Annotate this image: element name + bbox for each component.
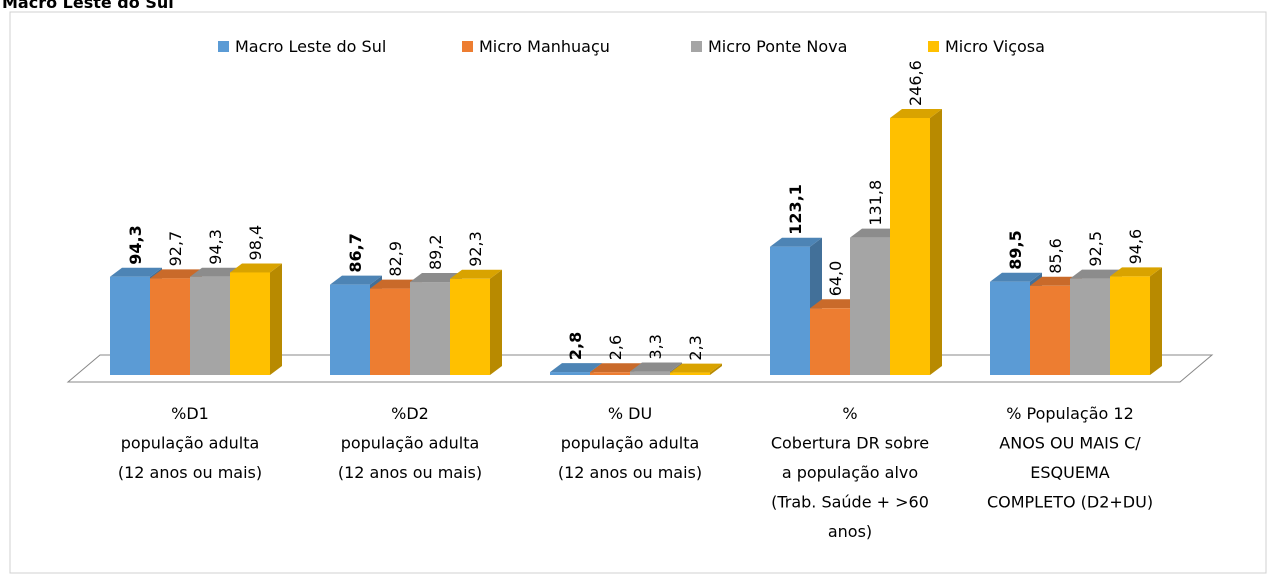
x-tick-label: (12 anos ou mais) xyxy=(118,463,262,482)
value-label: 2,6 xyxy=(606,335,625,360)
bar-side xyxy=(1150,267,1162,375)
bar-top xyxy=(1070,269,1122,279)
x-tick-label: (12 anos ou mais) xyxy=(558,463,702,482)
bar-front xyxy=(990,281,1030,375)
value-label: 98,4 xyxy=(246,225,265,261)
value-label: 246,6 xyxy=(906,60,925,106)
x-tick-label: a população alvo xyxy=(782,463,918,482)
bar-front xyxy=(670,372,710,375)
bar-top xyxy=(150,269,202,279)
x-tick-label: % DU xyxy=(608,404,652,423)
bar-top xyxy=(630,362,682,372)
bar-top xyxy=(670,363,722,373)
bar-top xyxy=(230,263,282,273)
bar-front xyxy=(590,372,630,375)
bar-front xyxy=(1070,278,1110,375)
value-label: 2,3 xyxy=(686,335,705,360)
x-tick-label: (Trab. Saúde + >60 xyxy=(771,493,929,512)
bar-front xyxy=(1110,276,1150,375)
bar-front xyxy=(630,371,670,375)
bar-front xyxy=(810,308,850,375)
bar-front xyxy=(890,118,930,375)
bar-top xyxy=(550,363,602,373)
value-label: 3,3 xyxy=(646,334,665,359)
value-label: 94,3 xyxy=(206,229,225,265)
bar xyxy=(1110,267,1162,375)
x-tick-label: ANOS OU MAIS C/ xyxy=(999,434,1141,453)
legend-label: Micro Viçosa xyxy=(945,37,1045,56)
bar-top xyxy=(990,272,1042,282)
x-tick-label: COMPLETO (D2+DU) xyxy=(987,493,1153,512)
bar-front xyxy=(850,237,890,375)
legend-swatch xyxy=(218,41,229,52)
bar xyxy=(230,263,282,375)
x-tick-label: população adulta xyxy=(341,434,480,453)
bar-top xyxy=(1110,267,1162,277)
value-label: 2,8 xyxy=(566,332,585,360)
value-label: 89,2 xyxy=(426,234,445,270)
x-tick-label: % xyxy=(842,404,857,423)
bar-front xyxy=(150,278,190,375)
value-label: 92,7 xyxy=(166,231,185,267)
bar-side xyxy=(270,263,282,375)
bar-front xyxy=(450,278,490,375)
bar-front xyxy=(110,276,150,375)
x-tick-label: anos) xyxy=(828,522,872,541)
bar-top xyxy=(410,273,462,283)
x-tick-label: %D2 xyxy=(391,404,429,423)
bar-front xyxy=(190,276,230,375)
bar-top xyxy=(890,109,942,118)
value-label: 94,3 xyxy=(126,225,145,264)
bar-top xyxy=(330,275,382,285)
x-tick-label: (12 anos ou mais) xyxy=(338,463,482,482)
bar-top xyxy=(810,299,862,309)
bar-top xyxy=(190,267,242,277)
bar-side xyxy=(490,269,502,375)
bar-side xyxy=(930,109,942,375)
bar xyxy=(450,269,502,375)
bar-top xyxy=(110,267,162,277)
value-label: 86,7 xyxy=(346,233,365,272)
value-label: 89,5 xyxy=(1006,230,1025,269)
legend-swatch xyxy=(691,41,702,52)
x-tick-label: população adulta xyxy=(561,434,700,453)
value-label: 92,5 xyxy=(1086,231,1105,267)
bar-top xyxy=(770,237,822,247)
chart-title: Macro Leste do Sul xyxy=(2,0,174,12)
x-tick-label: % População 12 xyxy=(1006,404,1134,423)
value-label: 94,6 xyxy=(1126,229,1145,265)
bar xyxy=(890,109,942,375)
value-label: 64,0 xyxy=(826,261,845,297)
x-tick-label: %D1 xyxy=(171,404,209,423)
bar-front xyxy=(370,288,410,375)
value-label: 92,3 xyxy=(466,231,485,267)
x-tick-label: ESQUEMA xyxy=(1030,463,1109,482)
legend-label: Micro Manhuaçu xyxy=(479,37,610,56)
bar-front xyxy=(770,246,810,375)
bar-front xyxy=(550,372,590,375)
value-label: 123,1 xyxy=(786,184,805,235)
legend-swatch xyxy=(928,41,939,52)
bar-side xyxy=(710,363,722,375)
bar-top xyxy=(1030,276,1082,286)
bar-front xyxy=(1030,285,1070,375)
value-label: 131,8 xyxy=(866,180,885,226)
value-label: 82,9 xyxy=(386,241,405,277)
x-tick-label: Cobertura DR sobre xyxy=(771,434,929,453)
legend-swatch xyxy=(462,41,473,52)
bar xyxy=(670,363,722,375)
legend-label: Macro Leste do Sul xyxy=(235,37,386,56)
x-tick-label: população adulta xyxy=(121,434,260,453)
bar-top xyxy=(590,363,642,373)
value-label: 85,6 xyxy=(1046,238,1065,274)
bar-top xyxy=(450,269,502,279)
bar-front xyxy=(230,272,270,375)
bar-front xyxy=(330,284,370,375)
bar-top xyxy=(370,279,422,289)
bar-front xyxy=(410,282,450,375)
bar-top xyxy=(850,228,902,238)
legend-label: Micro Ponte Nova xyxy=(708,37,847,56)
